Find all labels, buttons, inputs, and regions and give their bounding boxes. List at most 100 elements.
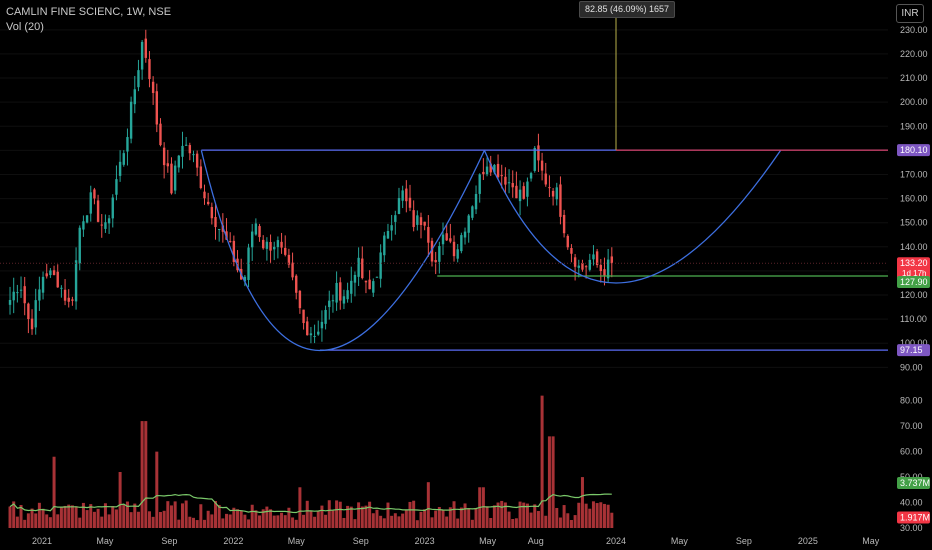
volume-bar (236, 509, 240, 528)
volume-bar (375, 509, 379, 528)
volume-bar (30, 508, 34, 528)
volume-tick-label: 30.00 (900, 523, 923, 533)
volume-bar (382, 518, 386, 528)
candle (265, 241, 269, 249)
candle (474, 193, 478, 210)
time-tick-label: 2021 (32, 536, 52, 546)
volume-bar (577, 502, 581, 528)
candle (339, 282, 342, 301)
volume-bar (136, 511, 140, 528)
candle (372, 281, 375, 293)
price-axis[interactable]: 90.00100.00110.00120.00130.00140.00150.0… (900, 25, 928, 533)
last-volume-badge (897, 511, 930, 524)
candle (438, 246, 441, 262)
cup-curve-right[interactable] (483, 150, 782, 284)
volume-bar (441, 509, 445, 528)
candle (570, 248, 573, 254)
candle (357, 257, 360, 277)
candle (603, 269, 606, 276)
volume-bar (298, 487, 302, 528)
candle (449, 238, 452, 242)
candle (317, 331, 320, 335)
candle (342, 296, 346, 304)
candle (500, 175, 503, 177)
volume-bar (177, 519, 181, 528)
volume-bar (261, 509, 265, 528)
volume-bar (522, 502, 526, 528)
volume-bar (52, 456, 56, 528)
pattern-drawings[interactable] (0, 15, 888, 352)
candle (559, 184, 562, 217)
price-tick-label: 200.00 (900, 97, 928, 107)
candle (243, 276, 247, 282)
candle (78, 227, 81, 264)
volume-bar (470, 519, 474, 528)
volume-bar (287, 507, 291, 528)
time-tick-label: 2024 (606, 536, 626, 546)
candlestick-series (8, 29, 614, 344)
volume-bar (459, 507, 463, 528)
candle (155, 91, 158, 125)
candle (537, 145, 540, 161)
candle (170, 163, 173, 194)
candle (23, 286, 26, 304)
candle (328, 300, 331, 308)
volume-indicator-title[interactable]: Vol (20) (6, 21, 44, 33)
price-tick-label: 120.00 (900, 290, 928, 300)
candle (507, 182, 511, 184)
volume-bar (203, 519, 207, 528)
candle (463, 231, 467, 238)
candle (452, 241, 456, 257)
support-badge (897, 275, 930, 288)
candle (192, 154, 195, 156)
candle (529, 173, 533, 179)
volume-bar (401, 513, 405, 528)
candle (606, 259, 610, 279)
price-tick-label: 90.00 (900, 362, 923, 372)
last-price-badge (897, 257, 930, 280)
volume-moving-average (9, 493, 612, 514)
candle (74, 260, 78, 302)
currency-button[interactable]: INR (896, 4, 924, 23)
candle (419, 217, 423, 226)
volume-bar (467, 508, 471, 528)
candle (551, 190, 555, 197)
volume-bar (129, 512, 133, 528)
volume-bar (272, 515, 276, 528)
volume-bar (103, 503, 107, 528)
candle (540, 160, 544, 171)
symbol-title[interactable]: CAMLIN FINE SCIENC, 1W, NSE (6, 6, 172, 18)
candle (291, 262, 294, 278)
candle (195, 153, 199, 168)
candle (346, 290, 349, 300)
candle (254, 223, 258, 235)
price-tick-label: 210.00 (900, 73, 928, 83)
candle (394, 215, 397, 222)
candle (214, 217, 217, 228)
volume-bar (452, 501, 456, 528)
candle (258, 226, 261, 238)
volume-bar (474, 507, 478, 528)
volume-bar (397, 516, 401, 528)
candle (548, 187, 551, 189)
volume-bar (217, 504, 221, 528)
volume-bar (23, 519, 27, 528)
cup-curve-left[interactable] (200, 150, 486, 352)
candle (276, 240, 280, 248)
volume-bar (485, 506, 489, 528)
candle (177, 155, 181, 168)
volume-bar (155, 451, 159, 528)
volume-bar (92, 511, 96, 528)
volume-bar (19, 504, 23, 528)
candle (324, 309, 327, 324)
candle (471, 206, 474, 218)
volume-bar (214, 501, 218, 528)
volume-ma-badge-label: 3.737M (900, 478, 930, 488)
volume-bar (430, 517, 434, 528)
candle (203, 191, 206, 199)
volume-bar (437, 507, 441, 528)
volume-bar (74, 506, 78, 528)
time-axis[interactable]: 2021 May Sep 2022 May Sep 2023 May Aug 2024 May Sep… (32, 536, 880, 546)
volume-bar (588, 508, 592, 528)
